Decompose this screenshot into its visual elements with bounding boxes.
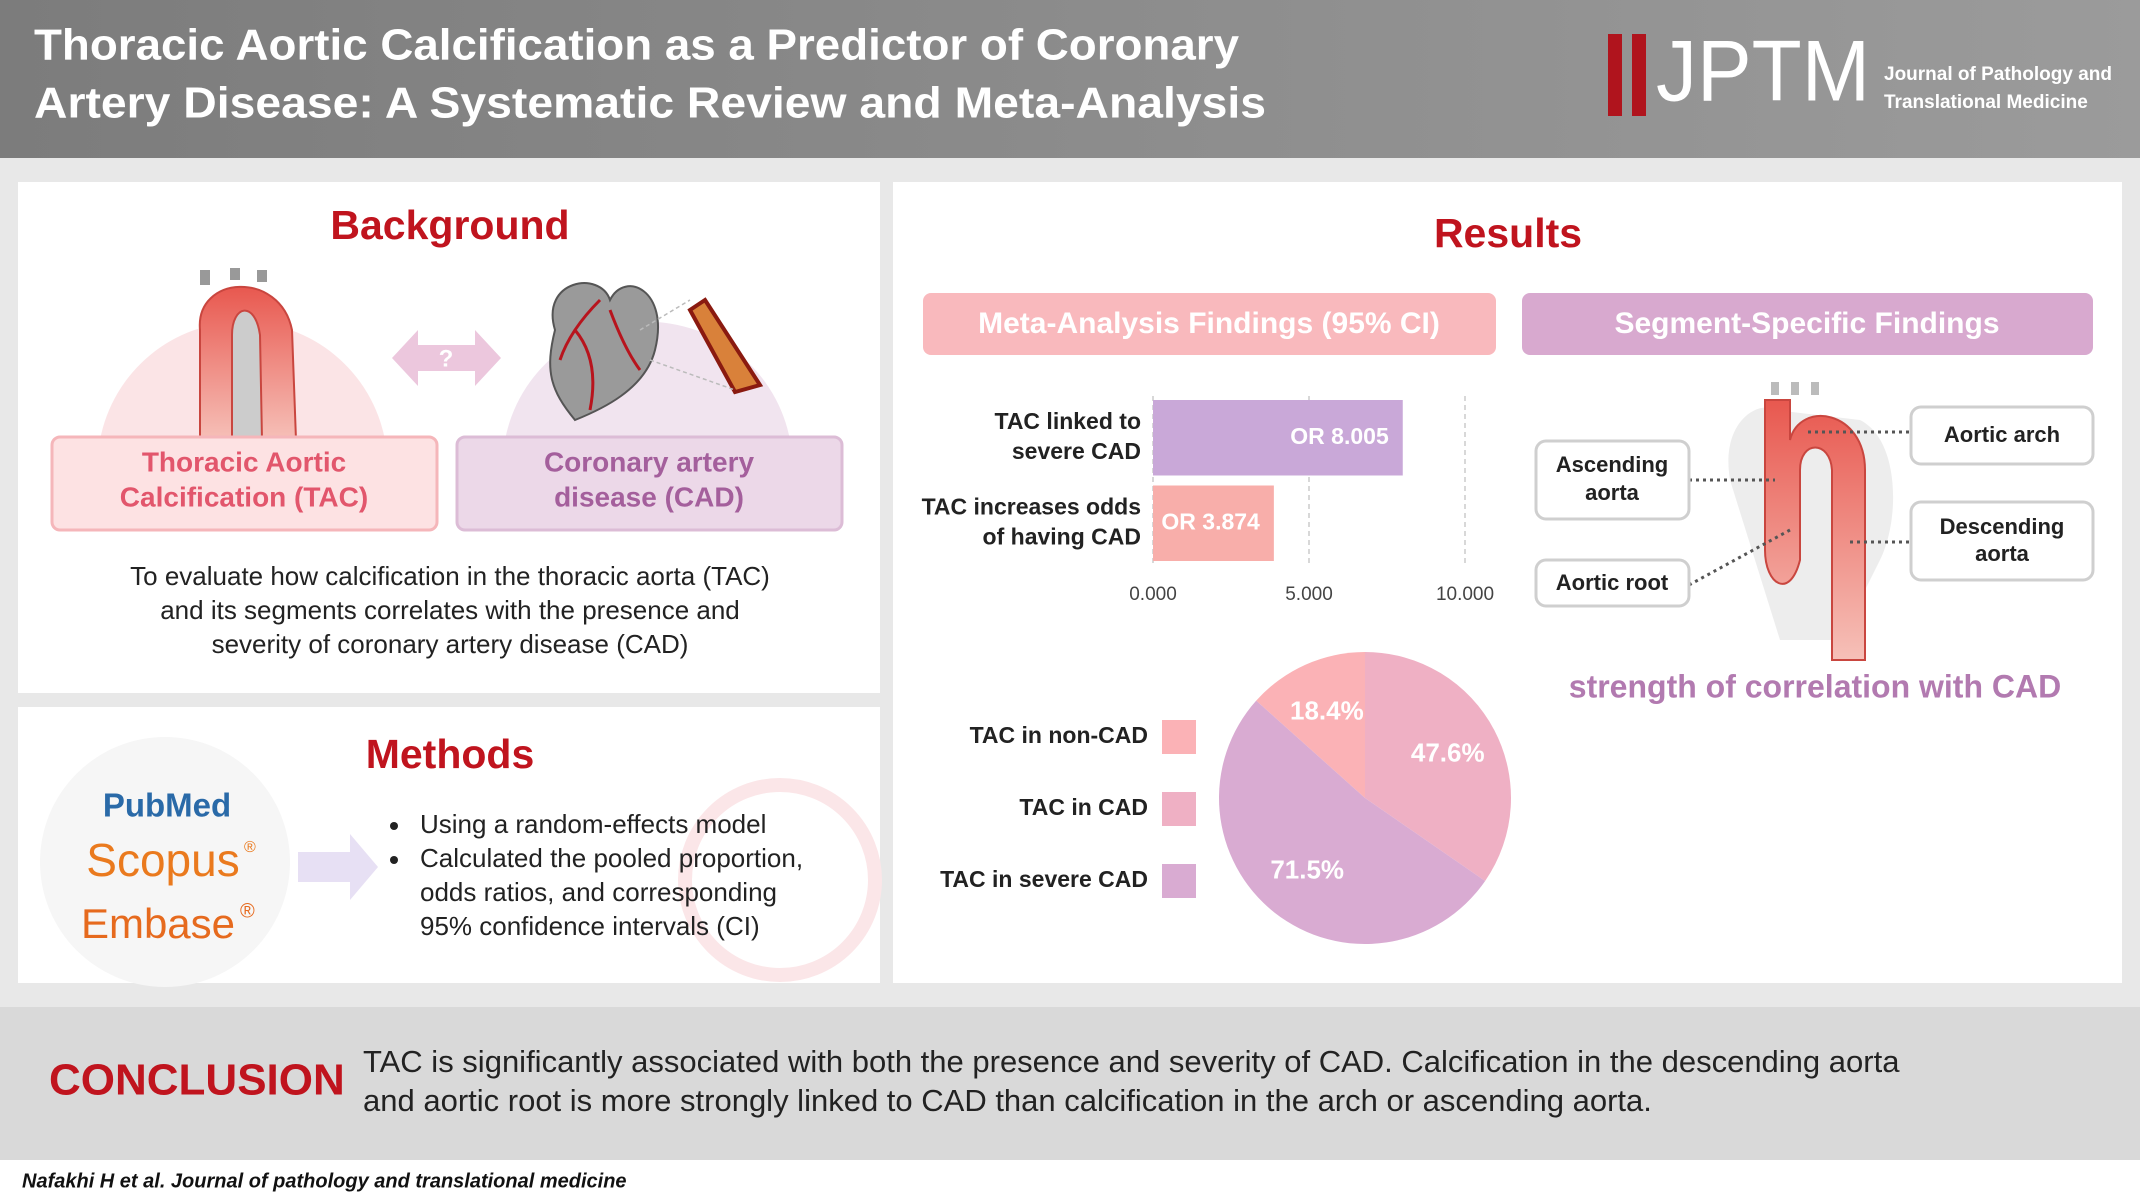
label-box — [1534, 439, 1691, 521]
artery-section — [687, 297, 764, 395]
question-mark: ? — [439, 345, 454, 372]
section-heading: Results — [1434, 210, 1582, 256]
label-box — [1534, 558, 1691, 608]
segment-pill-text: Segment-Specific Findings — [1614, 307, 1999, 340]
logo-bg — [40, 737, 290, 987]
legend-label: TAC in severe CAD — [940, 866, 1148, 892]
segment-label: aorta — [1975, 541, 2030, 566]
section-heading: Background — [330, 202, 569, 248]
bullet-dot — [390, 822, 398, 830]
meta-pill-text: Meta-Analysis Findings (95% CI) — [978, 307, 1440, 340]
bullet-text: Calculated the pooled proportion, — [420, 843, 803, 873]
pubmed-logo: PubMed — [103, 787, 231, 824]
footer-band — [0, 1160, 2140, 1203]
bullet-text: 95% confidence intervals (CI) — [420, 911, 760, 941]
embase-logo: Embase — [81, 900, 235, 947]
bar — [1153, 400, 1403, 476]
x-tick-label: 0.000 — [1129, 584, 1177, 605]
description-line: To evaluate how calcification in the tho… — [130, 561, 770, 591]
slice-label: 47.6% — [1411, 737, 1485, 767]
aorta-branches — [1771, 382, 1819, 395]
zoom-lines — [639, 299, 736, 391]
segment-label: Descending — [1940, 514, 2065, 539]
category-label: of having CAD — [983, 523, 1141, 549]
strength-heading: strength of correlation with CAD — [1569, 668, 2061, 704]
pie-slice — [1256, 652, 1365, 798]
charts: 0.000 5.000 10.000 OR 8.005 TAC linked to sev… — [922, 396, 1512, 945]
methods-arrow — [298, 834, 378, 900]
bullet-text: odds ratios, and corresponding — [420, 877, 777, 907]
conclusion-line: and aortic root is more strongly linked … — [363, 1083, 1652, 1118]
cad-box — [455, 435, 844, 532]
legend-label: TAC in non-CAD — [970, 722, 1148, 748]
segment-pill — [1522, 293, 2093, 355]
x-tick-label: 10.000 — [1436, 584, 1494, 605]
meta-pill — [923, 293, 1496, 355]
aorta-branches — [200, 268, 267, 285]
aorta-drawing — [198, 285, 298, 441]
category-label: TAC linked to — [994, 408, 1141, 434]
legend-label: TAC in CAD — [1019, 794, 1148, 820]
conclusion-band — [0, 1007, 2140, 1160]
x-tick-label: 5.000 — [1285, 584, 1333, 605]
bullet-dot — [390, 856, 398, 864]
title-line: Thoracic Aortic Calcification as a Predi… — [34, 21, 1240, 70]
label-box — [1909, 405, 2095, 466]
bullet-list: Using a random-effects model Calculated t… — [390, 809, 803, 941]
bar — [1153, 485, 1274, 561]
header-band — [0, 0, 2140, 158]
registered-mark: ® — [240, 900, 255, 922]
segment-label: Ascending — [1556, 452, 1668, 477]
label-box — [1909, 500, 2095, 582]
registered-mark: ® — [244, 839, 256, 856]
conclusion-label: CONCLUSION — [49, 1056, 345, 1105]
slice-label: 71.5% — [1270, 854, 1344, 884]
bullet-text: Using a random-effects model — [420, 809, 766, 839]
value-label: OR 8.005 — [1290, 423, 1389, 449]
decor-circle — [678, 778, 882, 982]
segment-label: aorta — [1585, 480, 1640, 505]
category-label: severe CAD — [1012, 438, 1141, 464]
conclusion-line: TAC is significantly associated with bot… — [363, 1044, 1900, 1079]
logo-bar — [1632, 34, 1646, 116]
double-arrow — [392, 330, 501, 386]
journal-abbr: JPTM — [1656, 24, 1870, 120]
segment-label: Aortic arch — [1944, 422, 2060, 447]
tac-box — [50, 435, 439, 532]
pie-slice — [1365, 652, 1512, 881]
scopus-logo: Scopus — [86, 834, 239, 886]
pie-slice — [1218, 700, 1486, 945]
legend-swatch — [1162, 864, 1196, 898]
heart-drawing — [549, 282, 659, 422]
category-label: TAC increases odds — [922, 493, 1141, 519]
section-heading: Methods — [366, 731, 535, 777]
coronary-vessels — [558, 298, 642, 411]
journal-name: Journal of Pathology and — [1884, 64, 2112, 85]
title-line: Artery Disease: A Systematic Review and … — [34, 79, 1266, 128]
legend-swatch — [1162, 792, 1196, 826]
cad-box-text: disease (CAD) — [554, 481, 744, 512]
description-line: and its segments correlates with the pre… — [160, 595, 740, 625]
journal-name: Translational Medicine — [1884, 92, 2088, 113]
segment-label: Aortic root — [1556, 570, 1669, 595]
legend-swatch — [1162, 720, 1196, 754]
aorta-segments — [1764, 399, 1866, 661]
logo-bar — [1608, 34, 1622, 116]
tac-box-text: Calcification (TAC) — [120, 481, 368, 512]
pointer-lines — [1688, 430, 1911, 587]
cad-box-text: Coronary artery — [544, 446, 755, 477]
value-label: OR 3.874 — [1161, 508, 1260, 534]
tac-box-text: Thoracic Aortic — [142, 446, 346, 477]
description-line: severity of coronary artery disease (CAD… — [212, 629, 689, 659]
citation: Nafakhi H et al. Journal of pathology an… — [22, 1170, 627, 1192]
slice-label: 18.4% — [1290, 696, 1364, 726]
